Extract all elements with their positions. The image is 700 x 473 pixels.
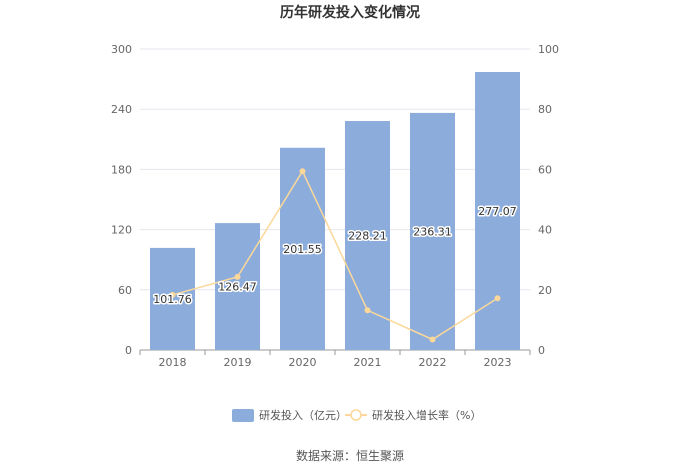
bar xyxy=(150,247,195,350)
growth-rate-point xyxy=(234,273,241,280)
bar xyxy=(215,223,260,350)
y-right-tick-label: 40 xyxy=(538,224,552,237)
growth-rate-point xyxy=(494,295,501,302)
legend: 研发投入（亿元） 研发投入增长率（%） xyxy=(232,408,481,422)
data-labels: 101.76 126.47 201.55 228.21 236.31 277.07 xyxy=(152,204,519,308)
y-left-tick-label: 0 xyxy=(125,344,132,357)
growth-rate-point xyxy=(299,168,306,175)
legend-label-bar: 研发投入（亿元） xyxy=(259,408,347,422)
chart-title: 历年研发投入变化情况 xyxy=(280,4,420,21)
grid-lines xyxy=(140,48,530,351)
growth-rate-point xyxy=(169,291,176,298)
legend-swatch-bar xyxy=(232,409,254,422)
growth-rate-line xyxy=(172,169,498,341)
data-source: 数据来源：恒生聚源 xyxy=(296,448,404,463)
bar-value-label: 228.21 xyxy=(348,230,387,243)
y-axis-left: 0 60 120 180 240 300 xyxy=(111,43,132,357)
bar xyxy=(475,72,520,350)
x-axis: 2018 2019 2020 2021 2022 2023 xyxy=(139,350,531,369)
bar-value-label: 277.07 xyxy=(478,205,517,218)
line-series xyxy=(169,168,501,343)
bar-value-label: 201.55 xyxy=(283,243,322,256)
x-tick-label: 2022 xyxy=(419,356,447,369)
y-left-tick-label: 60 xyxy=(118,284,132,297)
x-tick-label: 2020 xyxy=(289,356,317,369)
x-tick-label: 2019 xyxy=(224,356,252,369)
bar-series xyxy=(150,72,520,350)
x-tick-label: 2018 xyxy=(159,356,187,369)
y-left-tick-label: 300 xyxy=(111,43,132,56)
y-left-tick-label: 180 xyxy=(111,163,132,176)
y-right-tick-label: 0 xyxy=(538,344,545,357)
y-axis-right: 0 20 40 60 80 100 xyxy=(538,43,559,357)
y-left-tick-label: 240 xyxy=(111,103,132,116)
growth-rate-point xyxy=(364,307,371,314)
bar xyxy=(410,112,455,350)
legend-label-line: 研发投入增长率（%） xyxy=(372,408,481,422)
growth-rate-point xyxy=(429,336,436,343)
legend-swatch-marker xyxy=(350,409,362,421)
x-tick-label: 2021 xyxy=(354,356,382,369)
y-right-tick-label: 100 xyxy=(538,43,559,56)
bar-value-label: 126.47 xyxy=(218,281,257,294)
bar xyxy=(280,147,325,350)
bar-value-label: 236.31 xyxy=(413,225,452,238)
y-right-tick-label: 20 xyxy=(538,284,552,297)
y-left-tick-label: 120 xyxy=(111,224,132,237)
y-right-tick-label: 60 xyxy=(538,163,552,176)
x-tick-label: 2023 xyxy=(484,356,512,369)
y-right-tick-label: 80 xyxy=(538,103,552,116)
bar-value-label: 101.76 xyxy=(153,293,192,306)
